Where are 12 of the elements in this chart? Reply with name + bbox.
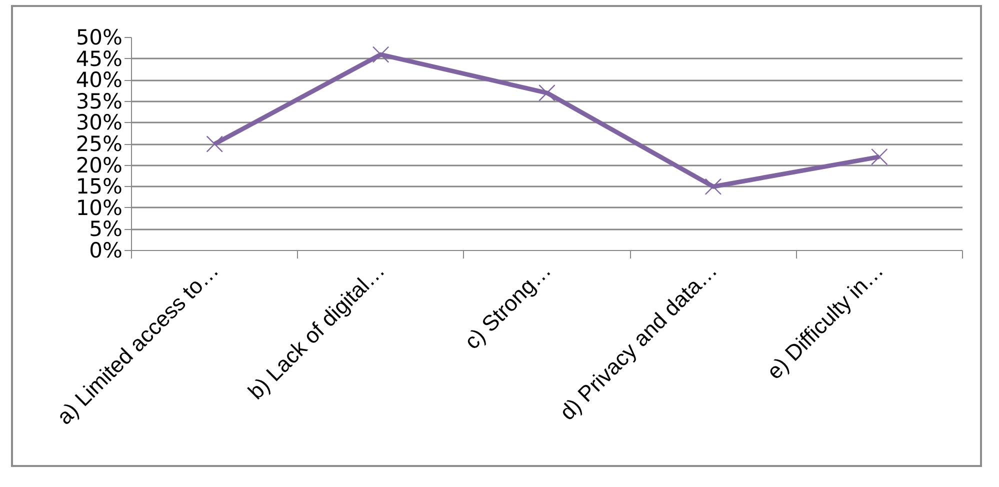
y-tick-label: 20% xyxy=(76,153,123,178)
point xyxy=(206,136,223,152)
point xyxy=(538,84,556,102)
point xyxy=(372,46,390,63)
y-tick-label: 5% xyxy=(89,217,123,242)
y-tick-label: 45% xyxy=(76,46,123,71)
point xyxy=(704,178,722,195)
point xyxy=(871,148,888,166)
y-tick-label: 50% xyxy=(76,26,123,50)
y-tick-label: 30% xyxy=(76,110,123,135)
y-tick-label: 25% xyxy=(76,132,123,156)
y-tick-label: 0% xyxy=(89,238,123,262)
